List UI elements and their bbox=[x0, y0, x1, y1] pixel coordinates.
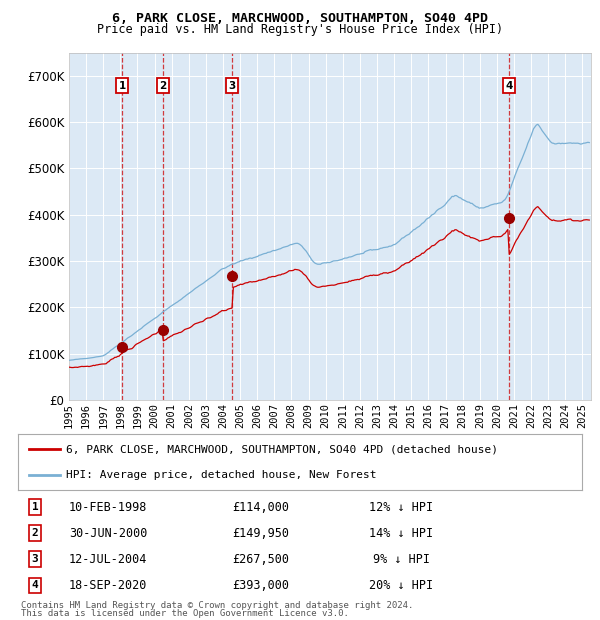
Text: HPI: Average price, detached house, New Forest: HPI: Average price, detached house, New … bbox=[66, 470, 376, 480]
Text: 3: 3 bbox=[32, 554, 38, 564]
Text: 14% ↓ HPI: 14% ↓ HPI bbox=[370, 527, 434, 539]
Text: 10-FEB-1998: 10-FEB-1998 bbox=[69, 501, 148, 513]
Text: 4: 4 bbox=[505, 81, 513, 91]
Text: 12% ↓ HPI: 12% ↓ HPI bbox=[370, 501, 434, 513]
Text: 6, PARK CLOSE, MARCHWOOD, SOUTHAMPTON, SO40 4PD (detached house): 6, PARK CLOSE, MARCHWOOD, SOUTHAMPTON, S… bbox=[66, 444, 498, 454]
Text: 20% ↓ HPI: 20% ↓ HPI bbox=[370, 579, 434, 591]
Text: 2: 2 bbox=[160, 81, 167, 91]
Text: Contains HM Land Registry data © Crown copyright and database right 2024.: Contains HM Land Registry data © Crown c… bbox=[21, 601, 413, 609]
Text: Price paid vs. HM Land Registry's House Price Index (HPI): Price paid vs. HM Land Registry's House … bbox=[97, 23, 503, 35]
Text: This data is licensed under the Open Government Licence v3.0.: This data is licensed under the Open Gov… bbox=[21, 609, 349, 618]
Text: 30-JUN-2000: 30-JUN-2000 bbox=[69, 527, 148, 539]
Text: £114,000: £114,000 bbox=[232, 501, 289, 513]
Text: 1: 1 bbox=[32, 502, 38, 512]
Text: 6, PARK CLOSE, MARCHWOOD, SOUTHAMPTON, SO40 4PD: 6, PARK CLOSE, MARCHWOOD, SOUTHAMPTON, S… bbox=[112, 12, 488, 25]
Text: £393,000: £393,000 bbox=[232, 579, 289, 591]
Text: 4: 4 bbox=[32, 580, 38, 590]
Text: 18-SEP-2020: 18-SEP-2020 bbox=[69, 579, 148, 591]
Text: £149,950: £149,950 bbox=[232, 527, 289, 539]
Text: 3: 3 bbox=[229, 81, 236, 91]
Text: £267,500: £267,500 bbox=[232, 553, 289, 565]
Text: 1: 1 bbox=[119, 81, 126, 91]
Text: 12-JUL-2004: 12-JUL-2004 bbox=[69, 553, 148, 565]
Text: 9% ↓ HPI: 9% ↓ HPI bbox=[373, 553, 430, 565]
Text: 2: 2 bbox=[32, 528, 38, 538]
